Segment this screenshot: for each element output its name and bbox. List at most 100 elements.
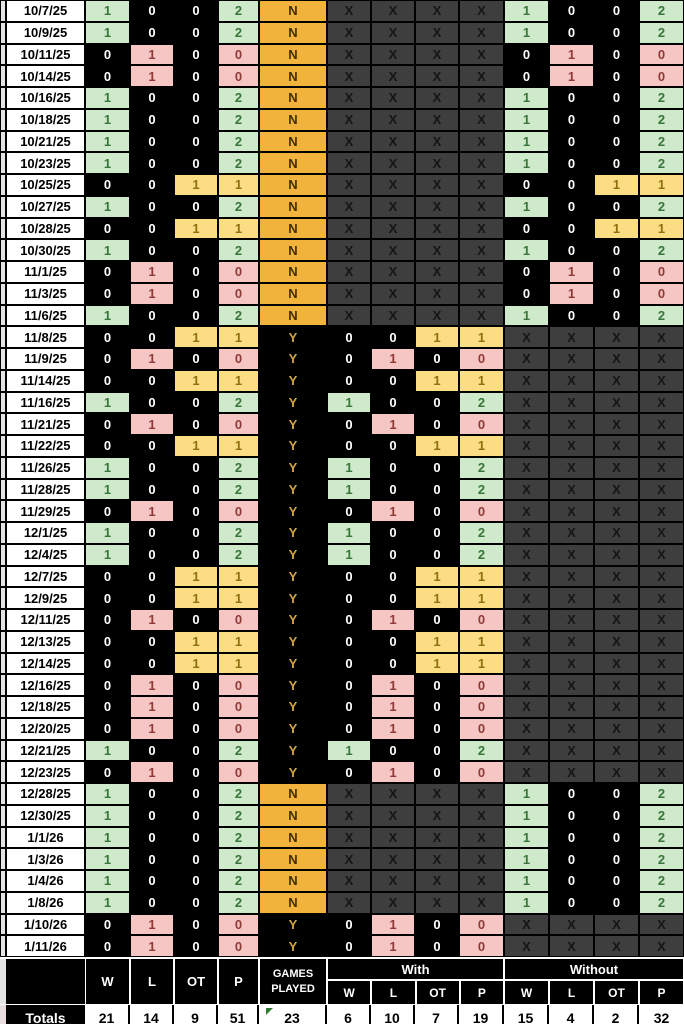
- w-cell[interactable]: 1: [85, 239, 130, 261]
- with-l-cell[interactable]: X: [371, 304, 415, 327]
- without-ot-cell[interactable]: X: [594, 739, 639, 762]
- ot-cell[interactable]: 0: [174, 152, 218, 174]
- with-ot-cell[interactable]: X: [415, 87, 459, 109]
- date-cell[interactable]: 1/3/26: [6, 848, 85, 870]
- with-ot-cell[interactable]: X: [415, 130, 459, 153]
- with-l-cell[interactable]: 0: [371, 565, 415, 588]
- with-ot-cell[interactable]: 0: [415, 500, 459, 522]
- without-ot-cell[interactable]: 0: [594, 304, 639, 327]
- without-p-cell[interactable]: X: [639, 630, 684, 653]
- without-ot-cell[interactable]: X: [594, 456, 639, 479]
- with-l-cell[interactable]: 0: [371, 456, 415, 479]
- l-cell[interactable]: 0: [130, 87, 174, 109]
- with-p-cell[interactable]: X: [459, 130, 504, 153]
- without-w-cell[interactable]: 1: [504, 891, 549, 914]
- l-cell[interactable]: 0: [130, 21, 174, 44]
- date-cell[interactable]: 10/11/25: [6, 43, 85, 66]
- l-cell[interactable]: 0: [130, 108, 174, 131]
- l-cell[interactable]: 0: [130, 587, 174, 609]
- p-cell[interactable]: 0: [218, 43, 259, 66]
- without-p-cell[interactable]: X: [639, 456, 684, 479]
- with-w-cell[interactable]: 0: [327, 630, 371, 653]
- without-p-cell[interactable]: 2: [639, 108, 684, 131]
- without-w-cell[interactable]: X: [504, 348, 549, 370]
- with-w-cell[interactable]: 1: [327, 543, 371, 566]
- w-cell[interactable]: 0: [85, 913, 130, 936]
- l-cell[interactable]: 0: [130, 804, 174, 827]
- ot-cell[interactable]: 0: [174, 108, 218, 131]
- with-ot-cell[interactable]: X: [415, 21, 459, 44]
- ot-cell[interactable]: 1: [174, 630, 218, 653]
- without-ot-cell[interactable]: X: [594, 674, 639, 696]
- without-w-cell[interactable]: 1: [504, 21, 549, 44]
- without-p-cell[interactable]: X: [639, 761, 684, 783]
- date-cell[interactable]: 12/28/25: [6, 783, 85, 805]
- with-l-cell[interactable]: X: [371, 217, 415, 240]
- with-l-cell[interactable]: 1: [371, 717, 415, 740]
- w-cell[interactable]: 0: [85, 935, 130, 957]
- with-l-cell[interactable]: 0: [371, 391, 415, 414]
- without-p-cell[interactable]: X: [639, 587, 684, 609]
- p-cell[interactable]: 2: [218, 391, 259, 414]
- ot-cell[interactable]: 1: [174, 587, 218, 609]
- ot-cell[interactable]: 1: [174, 174, 218, 196]
- l-cell[interactable]: 0: [130, 174, 174, 196]
- without-l-cell[interactable]: X: [549, 522, 594, 544]
- without-ot-cell[interactable]: 0: [594, 783, 639, 805]
- games-played-cell[interactable]: Y: [259, 587, 327, 609]
- ot-cell[interactable]: 0: [174, 391, 218, 414]
- without-l-cell[interactable]: X: [549, 391, 594, 414]
- ot-cell[interactable]: 0: [174, 913, 218, 936]
- w-cell[interactable]: 1: [85, 826, 130, 849]
- games-played-cell[interactable]: N: [259, 261, 327, 283]
- w-cell[interactable]: 1: [85, 739, 130, 762]
- l-cell[interactable]: 0: [130, 630, 174, 653]
- date-cell[interactable]: 1/4/26: [6, 870, 85, 892]
- without-w-cell[interactable]: X: [504, 543, 549, 566]
- without-p-cell[interactable]: 2: [639, 848, 684, 870]
- with-ot-cell[interactable]: X: [415, 152, 459, 174]
- with-ot-cell[interactable]: 0: [415, 522, 459, 544]
- w-cell[interactable]: 1: [85, 891, 130, 914]
- with-p-cell[interactable]: X: [459, 239, 504, 261]
- with-ot-cell[interactable]: 1: [415, 369, 459, 392]
- l-cell[interactable]: 0: [130, 543, 174, 566]
- with-l-cell[interactable]: 1: [371, 348, 415, 370]
- with-p-cell[interactable]: 0: [459, 717, 504, 740]
- date-cell[interactable]: 11/29/25: [6, 500, 85, 522]
- l-cell[interactable]: 0: [130, 652, 174, 675]
- without-ot-cell[interactable]: X: [594, 696, 639, 718]
- p-cell[interactable]: 2: [218, 21, 259, 44]
- w-cell[interactable]: 0: [85, 609, 130, 631]
- with-w-cell[interactable]: 0: [327, 326, 371, 348]
- p-cell[interactable]: 0: [218, 609, 259, 631]
- with-p-cell[interactable]: X: [459, 848, 504, 870]
- l-cell[interactable]: 0: [130, 326, 174, 348]
- without-ot-cell[interactable]: X: [594, 609, 639, 631]
- with-w-cell[interactable]: X: [327, 174, 371, 196]
- games-played-cell[interactable]: N: [259, 304, 327, 327]
- ot-cell[interactable]: 0: [174, 348, 218, 370]
- date-cell[interactable]: 12/21/25: [6, 739, 85, 762]
- with-w-cell[interactable]: 0: [327, 587, 371, 609]
- total-with-p[interactable]: 19: [459, 1005, 504, 1024]
- with-w-cell[interactable]: 0: [327, 500, 371, 522]
- games-played-cell[interactable]: Y: [259, 391, 327, 414]
- date-cell[interactable]: 10/27/25: [6, 195, 85, 218]
- without-ot-cell[interactable]: 0: [594, 0, 639, 22]
- with-w-cell[interactable]: 0: [327, 348, 371, 370]
- l-cell[interactable]: 0: [130, 848, 174, 870]
- without-w-cell[interactable]: X: [504, 435, 549, 457]
- with-p-cell[interactable]: 1: [459, 565, 504, 588]
- p-cell[interactable]: 0: [218, 413, 259, 435]
- w-cell[interactable]: 1: [85, 848, 130, 870]
- with-w-cell[interactable]: 0: [327, 435, 371, 457]
- without-p-cell[interactable]: X: [639, 609, 684, 631]
- without-l-cell[interactable]: 0: [549, 804, 594, 827]
- with-w-cell[interactable]: 0: [327, 717, 371, 740]
- ot-cell[interactable]: 1: [174, 435, 218, 457]
- l-cell[interactable]: 1: [130, 261, 174, 283]
- total-l[interactable]: 14: [130, 1005, 174, 1024]
- ot-cell[interactable]: 0: [174, 21, 218, 44]
- games-played-cell[interactable]: Y: [259, 435, 327, 457]
